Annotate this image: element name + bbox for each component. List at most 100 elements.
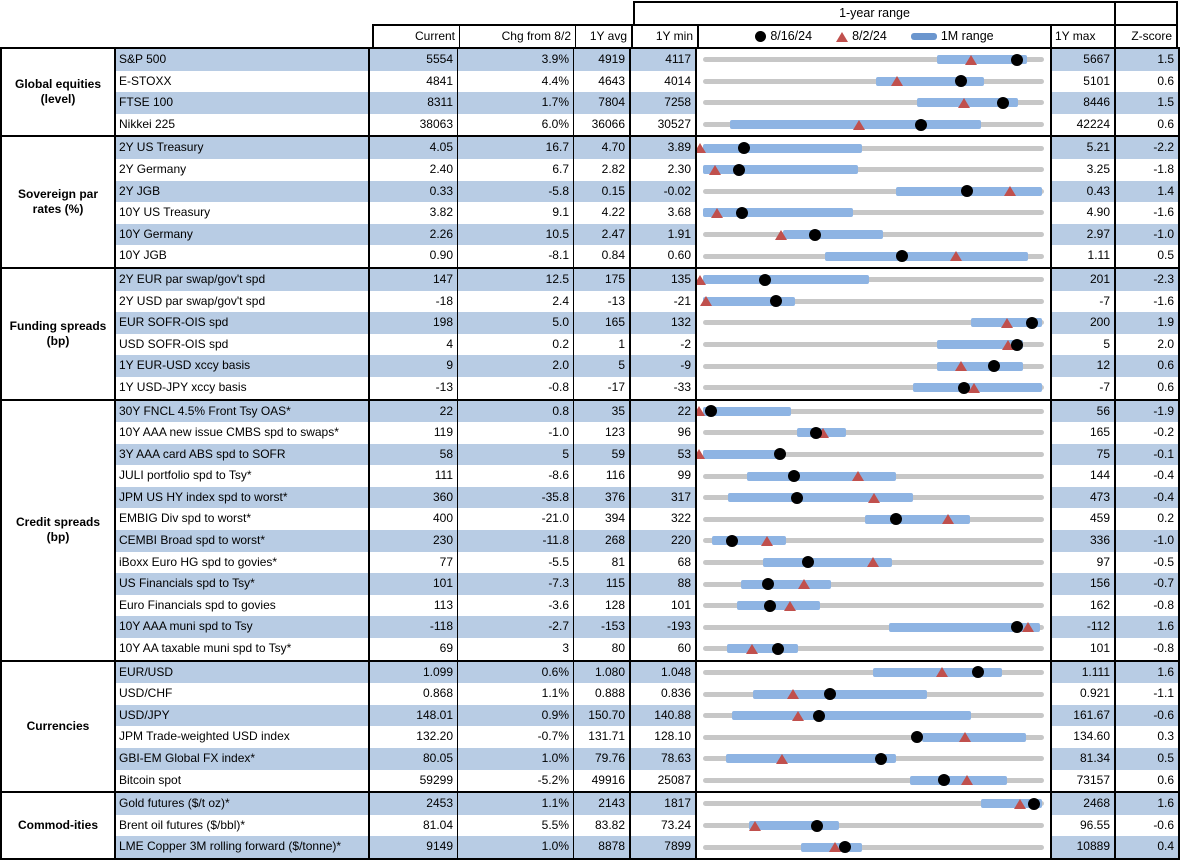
legend-label: 8/2/24 <box>852 29 887 43</box>
1y-min-value: 0.836 <box>631 683 697 705</box>
current-value: 113 <box>370 594 458 617</box>
1m-range-bar <box>728 493 914 503</box>
range-chart <box>697 70 1052 93</box>
group-label: Sovereign par rates (%) <box>2 137 116 267</box>
1y-max-value: 42224 <box>1052 113 1116 136</box>
1y-avg-value: 80 <box>574 638 631 660</box>
prior-date-triangle-icon <box>817 427 830 438</box>
1y-range-track <box>703 538 1044 544</box>
1y-min-value: 53 <box>631 443 697 466</box>
range-chart <box>697 290 1052 313</box>
zscore-value: 1.6 <box>1157 664 1174 679</box>
table-row: USD/JPY 148.01 0.9% 150.70 140.88 161.67 -0.6 <box>116 704 1178 727</box>
prior-date-triangle-icon <box>968 382 981 393</box>
1y-avg-value: 4.70 <box>574 137 631 159</box>
prior-date-triangle-icon <box>955 361 968 372</box>
range-chart <box>697 180 1052 203</box>
table-row: S&P 500 5554 3.9% 4919 4117 5667 1.5 <box>116 49 1178 71</box>
1m-range-bar <box>889 622 1040 632</box>
range-chart <box>697 769 1052 792</box>
table-row: Bitcoin spot 59299 -5.2% 49916 25087 73157 0.6 <box>116 769 1178 792</box>
1y-max-value: 101 <box>1052 638 1116 660</box>
1y-min-value: 96 <box>631 422 697 444</box>
range-chart <box>697 508 1052 531</box>
prior-date-triangle-icon <box>708 164 721 175</box>
current-date-dot-icon <box>808 228 821 241</box>
zscore-value: 0.2 <box>1157 511 1174 526</box>
current-date-dot-icon <box>997 96 1010 109</box>
1m-range-bar <box>703 449 781 459</box>
table-row: EUR/USD 1.099 0.6% 1.080 1.048 1.111 1.6 <box>116 661 1178 684</box>
zscore-value: 1.5 <box>1157 52 1174 66</box>
table-row: Euro Financials spd to govies 113 -3.6 128 1… <box>116 594 1178 617</box>
1y-min-value: 317 <box>631 486 697 509</box>
1y-max-value: 75 <box>1052 443 1116 466</box>
asset-name: 10Y AAA new issue CMBS spd to swaps* <box>116 422 370 444</box>
range-chart <box>697 530 1052 552</box>
chg-value: -21.0 <box>458 508 574 531</box>
current-date-dot-icon <box>809 426 822 439</box>
1y-min-value: -2 <box>631 333 697 356</box>
1y-max-value: 473 <box>1052 486 1116 509</box>
prior-date-triangle-icon <box>791 710 804 721</box>
current-value: 5554 <box>370 49 458 71</box>
table-row: 2Y EUR par swap/gov't spd 147 12.5 175 135 20… <box>116 268 1178 291</box>
column-header-chg: Chg from 8/2 <box>460 24 576 47</box>
table-body: Global equities (level) S&P 500 5554 3.9% 49… <box>0 47 1180 860</box>
1y-range-track <box>703 603 1044 609</box>
table-row: 10Y JGB 0.90 -8.1 0.84 0.60 1.11 0.5 <box>116 245 1178 267</box>
current-value: 3.82 <box>370 202 458 224</box>
1y-min-value: 3.68 <box>631 202 697 224</box>
chart-legend: 8/16/24 8/2/24 1M range <box>699 24 1052 47</box>
1y-avg-value: 49916 <box>574 769 631 792</box>
prior-date-triangle-icon <box>1022 622 1035 633</box>
1y-avg-value: 4643 <box>574 70 631 93</box>
prior-date-triangle-icon <box>942 514 955 525</box>
table-row: 2Y US Treasury 4.05 16.7 4.70 3.89 5.21 -2.2 <box>116 137 1178 159</box>
asset-name: Bitcoin spot <box>116 769 370 792</box>
chg-value: 1.1% <box>458 793 574 815</box>
1m-range-bar <box>731 711 972 721</box>
1y-avg-value: 0.888 <box>574 683 631 705</box>
chg-value: 16.7 <box>458 137 574 159</box>
asset-name: JPM Trade-weighted USD index <box>116 726 370 748</box>
table-row: Gold futures ($/t oz)* 2453 1.1% 2143 1817 24… <box>116 793 1178 815</box>
current-date-dot-icon <box>938 774 951 787</box>
range-chart <box>697 158 1052 181</box>
1y-avg-value: 2.82 <box>574 158 631 181</box>
legend-item-current: 8/16/24 <box>755 26 812 47</box>
chg-value: 9.1 <box>458 202 574 224</box>
1m-range-bar <box>825 251 1029 261</box>
table-row: 2Y USD par swap/gov't spd -18 2.4 -13 -21 -7 -… <box>116 290 1178 313</box>
current-date-dot-icon <box>987 360 1000 373</box>
1y-max-value: 56 <box>1052 400 1116 423</box>
table-row: E-STOXX 4841 4.4% 4643 4014 5101 0.6 <box>116 70 1178 93</box>
range-chart <box>697 443 1052 466</box>
range-chart <box>697 400 1052 423</box>
1y-range-track <box>703 100 1044 106</box>
1y-avg-value: 81 <box>574 551 631 574</box>
zscore-value: -1.6 <box>1153 205 1174 220</box>
range-chart <box>697 465 1052 487</box>
current-value: 230 <box>370 530 458 552</box>
range-chart <box>697 704 1052 727</box>
group-label: Commod-ities <box>2 793 116 858</box>
range-chart <box>697 661 1052 684</box>
1y-avg-value: 4919 <box>574 49 631 71</box>
1m-range-bar <box>864 514 971 524</box>
chg-value: 0.2 <box>458 333 574 356</box>
1y-max-value: 161.67 <box>1052 704 1116 727</box>
1m-range-bar <box>936 340 1023 350</box>
column-header-current: Current <box>372 24 460 47</box>
prior-date-triangle-icon <box>959 732 972 743</box>
header-row-2: Current Chg from 8/2 1Y avg 1Y min 8/16/… <box>0 24 1178 47</box>
chg-value: 4.4% <box>458 70 574 93</box>
asset-name: Euro Financials spd to govies <box>116 594 370 617</box>
chg-value: -5.5 <box>458 551 574 574</box>
range-chart <box>697 551 1052 574</box>
1y-range-track <box>703 342 1044 348</box>
1m-range-bar <box>703 208 853 218</box>
prior-date-triangle-icon <box>828 842 841 853</box>
zscore-value: -1.6 <box>1153 293 1174 308</box>
asset-name: 10Y US Treasury <box>116 202 370 224</box>
